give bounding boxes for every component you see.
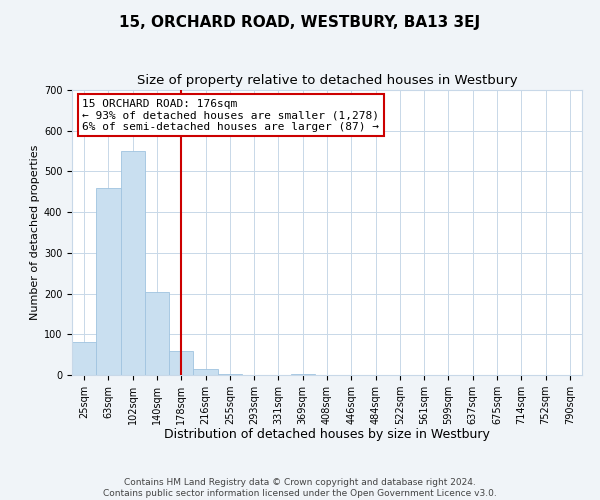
Text: 15 ORCHARD ROAD: 176sqm
← 93% of detached houses are smaller (1,278)
6% of semi-: 15 ORCHARD ROAD: 176sqm ← 93% of detache… (82, 98, 379, 132)
Bar (290, 374, 315, 375)
Bar (72, 342, 96, 375)
Bar (218, 374, 242, 375)
Text: Contains HM Land Registry data © Crown copyright and database right 2024.
Contai: Contains HM Land Registry data © Crown c… (103, 478, 497, 498)
Bar (121, 151, 145, 375)
X-axis label: Distribution of detached houses by size in Westbury: Distribution of detached houses by size … (164, 428, 490, 442)
Bar (96, 188, 121, 375)
Title: Size of property relative to detached houses in Westbury: Size of property relative to detached ho… (137, 74, 517, 88)
Y-axis label: Number of detached properties: Number of detached properties (29, 145, 40, 320)
Bar (169, 352, 193, 375)
Bar (193, 369, 218, 375)
Text: 15, ORCHARD ROAD, WESTBURY, BA13 3EJ: 15, ORCHARD ROAD, WESTBURY, BA13 3EJ (119, 15, 481, 30)
Bar (145, 292, 169, 375)
